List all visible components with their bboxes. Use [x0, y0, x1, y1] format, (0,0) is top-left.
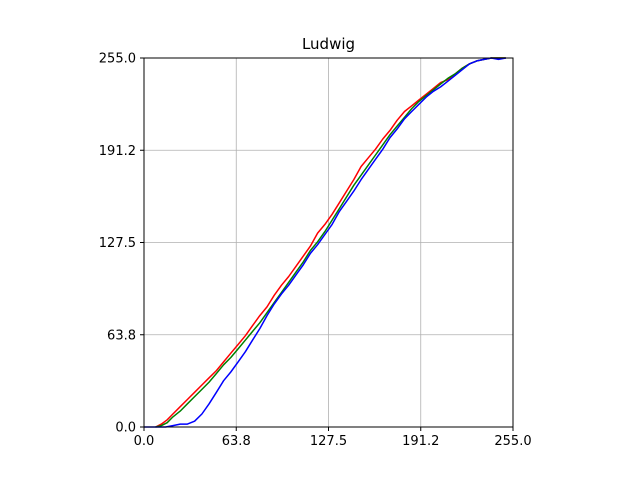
y-tick-label: 63.8 [107, 328, 136, 343]
y-tick-label: 255.0 [99, 52, 136, 67]
y-tick-label: 191.2 [99, 144, 136, 159]
grid [143, 57, 514, 428]
x-tick-label: 0.0 [134, 434, 155, 449]
series-line-2 [155, 57, 506, 428]
x-tick-label: 255.0 [494, 434, 531, 449]
y-tick-label: 127.5 [99, 236, 136, 251]
x-tick-label: 127.5 [310, 434, 347, 449]
ticks: 0.00.0 63.8 63.8 127.5 127.5 191.2 191.2 255.0 2… [99, 52, 532, 450]
x-tick-label: 63.8 [222, 434, 251, 449]
y-tick-label: 0.0 [115, 421, 136, 436]
series-layer [144, 57, 506, 428]
series-line-3 [144, 57, 506, 428]
chart-title: Ludwig [302, 35, 355, 53]
x-tick-label: 191.2 [402, 434, 439, 449]
